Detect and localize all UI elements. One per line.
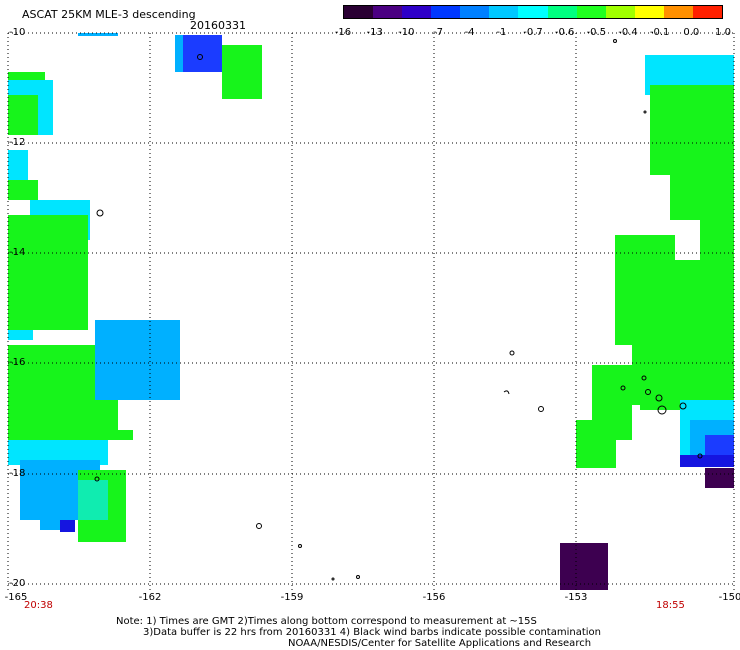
swath-cell bbox=[8, 180, 38, 200]
latitude-label: -12 bbox=[9, 137, 26, 148]
colorbar-swatch bbox=[605, 6, 635, 18]
product-title: ASCAT 25KM MLE-3 descending bbox=[22, 8, 196, 21]
swath-cell bbox=[78, 33, 118, 36]
colorbar-swatch bbox=[518, 6, 548, 18]
colorbar-swatch bbox=[431, 6, 461, 18]
swath-cell bbox=[576, 420, 616, 468]
note-line-2: 3)Data buffer is 22 hrs from 20160331 4)… bbox=[143, 627, 601, 638]
colorbar-tick-label: -0.1 bbox=[649, 27, 670, 38]
product-date: 20160331 bbox=[190, 19, 246, 32]
colorbar-swatch bbox=[489, 6, 519, 18]
scatterometer-swath bbox=[8, 33, 734, 590]
colorbar-swatch bbox=[692, 6, 723, 18]
colorbar-tick-label: -4 bbox=[464, 27, 475, 38]
latitude-label: -18 bbox=[9, 468, 26, 479]
swath-cell bbox=[560, 543, 608, 590]
swath-cell bbox=[705, 435, 734, 455]
longitude-label: -153 bbox=[564, 592, 588, 603]
swath-cell bbox=[705, 468, 734, 488]
longitude-label: -150 bbox=[718, 592, 740, 603]
colorbar-swatch bbox=[547, 6, 577, 18]
swath-cell bbox=[60, 520, 75, 532]
longitude-label: -159 bbox=[280, 592, 304, 603]
time-right: 18:55 bbox=[656, 600, 685, 611]
colorbar-swatch bbox=[634, 6, 664, 18]
colorbar-tick-label: 0.0 bbox=[683, 27, 700, 38]
latitude-label: -10 bbox=[9, 27, 26, 38]
swath-cell bbox=[8, 215, 88, 330]
swath-cell bbox=[8, 95, 38, 135]
swath-cell bbox=[700, 160, 734, 260]
colorbar-swatch bbox=[344, 6, 374, 18]
note-line-1: Note: 1) Times are GMT 2)Times along bot… bbox=[116, 616, 537, 627]
colorbar-tick-label: -1 bbox=[496, 27, 507, 38]
swath-cell bbox=[78, 480, 108, 520]
colorbar-swatch bbox=[663, 6, 693, 18]
latitude-label: -20 bbox=[9, 578, 26, 589]
colorbar-swatch bbox=[460, 6, 490, 18]
colorbar-swatch bbox=[576, 6, 606, 18]
swath-cell bbox=[8, 330, 33, 340]
latitude-label: -14 bbox=[9, 247, 26, 258]
swath-cell bbox=[8, 430, 133, 440]
latitude-label: -16 bbox=[9, 357, 26, 368]
swath-cell bbox=[632, 345, 702, 405]
longitude-label: -162 bbox=[138, 592, 162, 603]
longitude-label: -156 bbox=[422, 592, 446, 603]
colorbar-swatch bbox=[373, 6, 403, 18]
swath-cell bbox=[175, 35, 183, 72]
island-outlines bbox=[94, 39, 703, 581]
swath-cell bbox=[222, 45, 262, 99]
colorbar-tick-label: -13 bbox=[366, 27, 383, 38]
colorbar-tick-label: 1.0 bbox=[715, 27, 731, 38]
colorbar-tick-label: -7 bbox=[433, 27, 443, 38]
swath-cell bbox=[110, 340, 180, 400]
note-line-3: NOAA/NESDIS/Center for Satellite Applica… bbox=[288, 638, 592, 649]
colorbar-swatch bbox=[402, 6, 432, 18]
colorbar-tick-label: -16 bbox=[334, 27, 352, 38]
swath-cell bbox=[680, 455, 734, 467]
colorbar bbox=[343, 5, 723, 19]
time-left: 20:38 bbox=[24, 600, 53, 611]
longitude-label: -165 bbox=[4, 592, 28, 603]
colorbar-tick-label: -10 bbox=[398, 27, 415, 38]
lat-lon-grid bbox=[7, 32, 735, 590]
